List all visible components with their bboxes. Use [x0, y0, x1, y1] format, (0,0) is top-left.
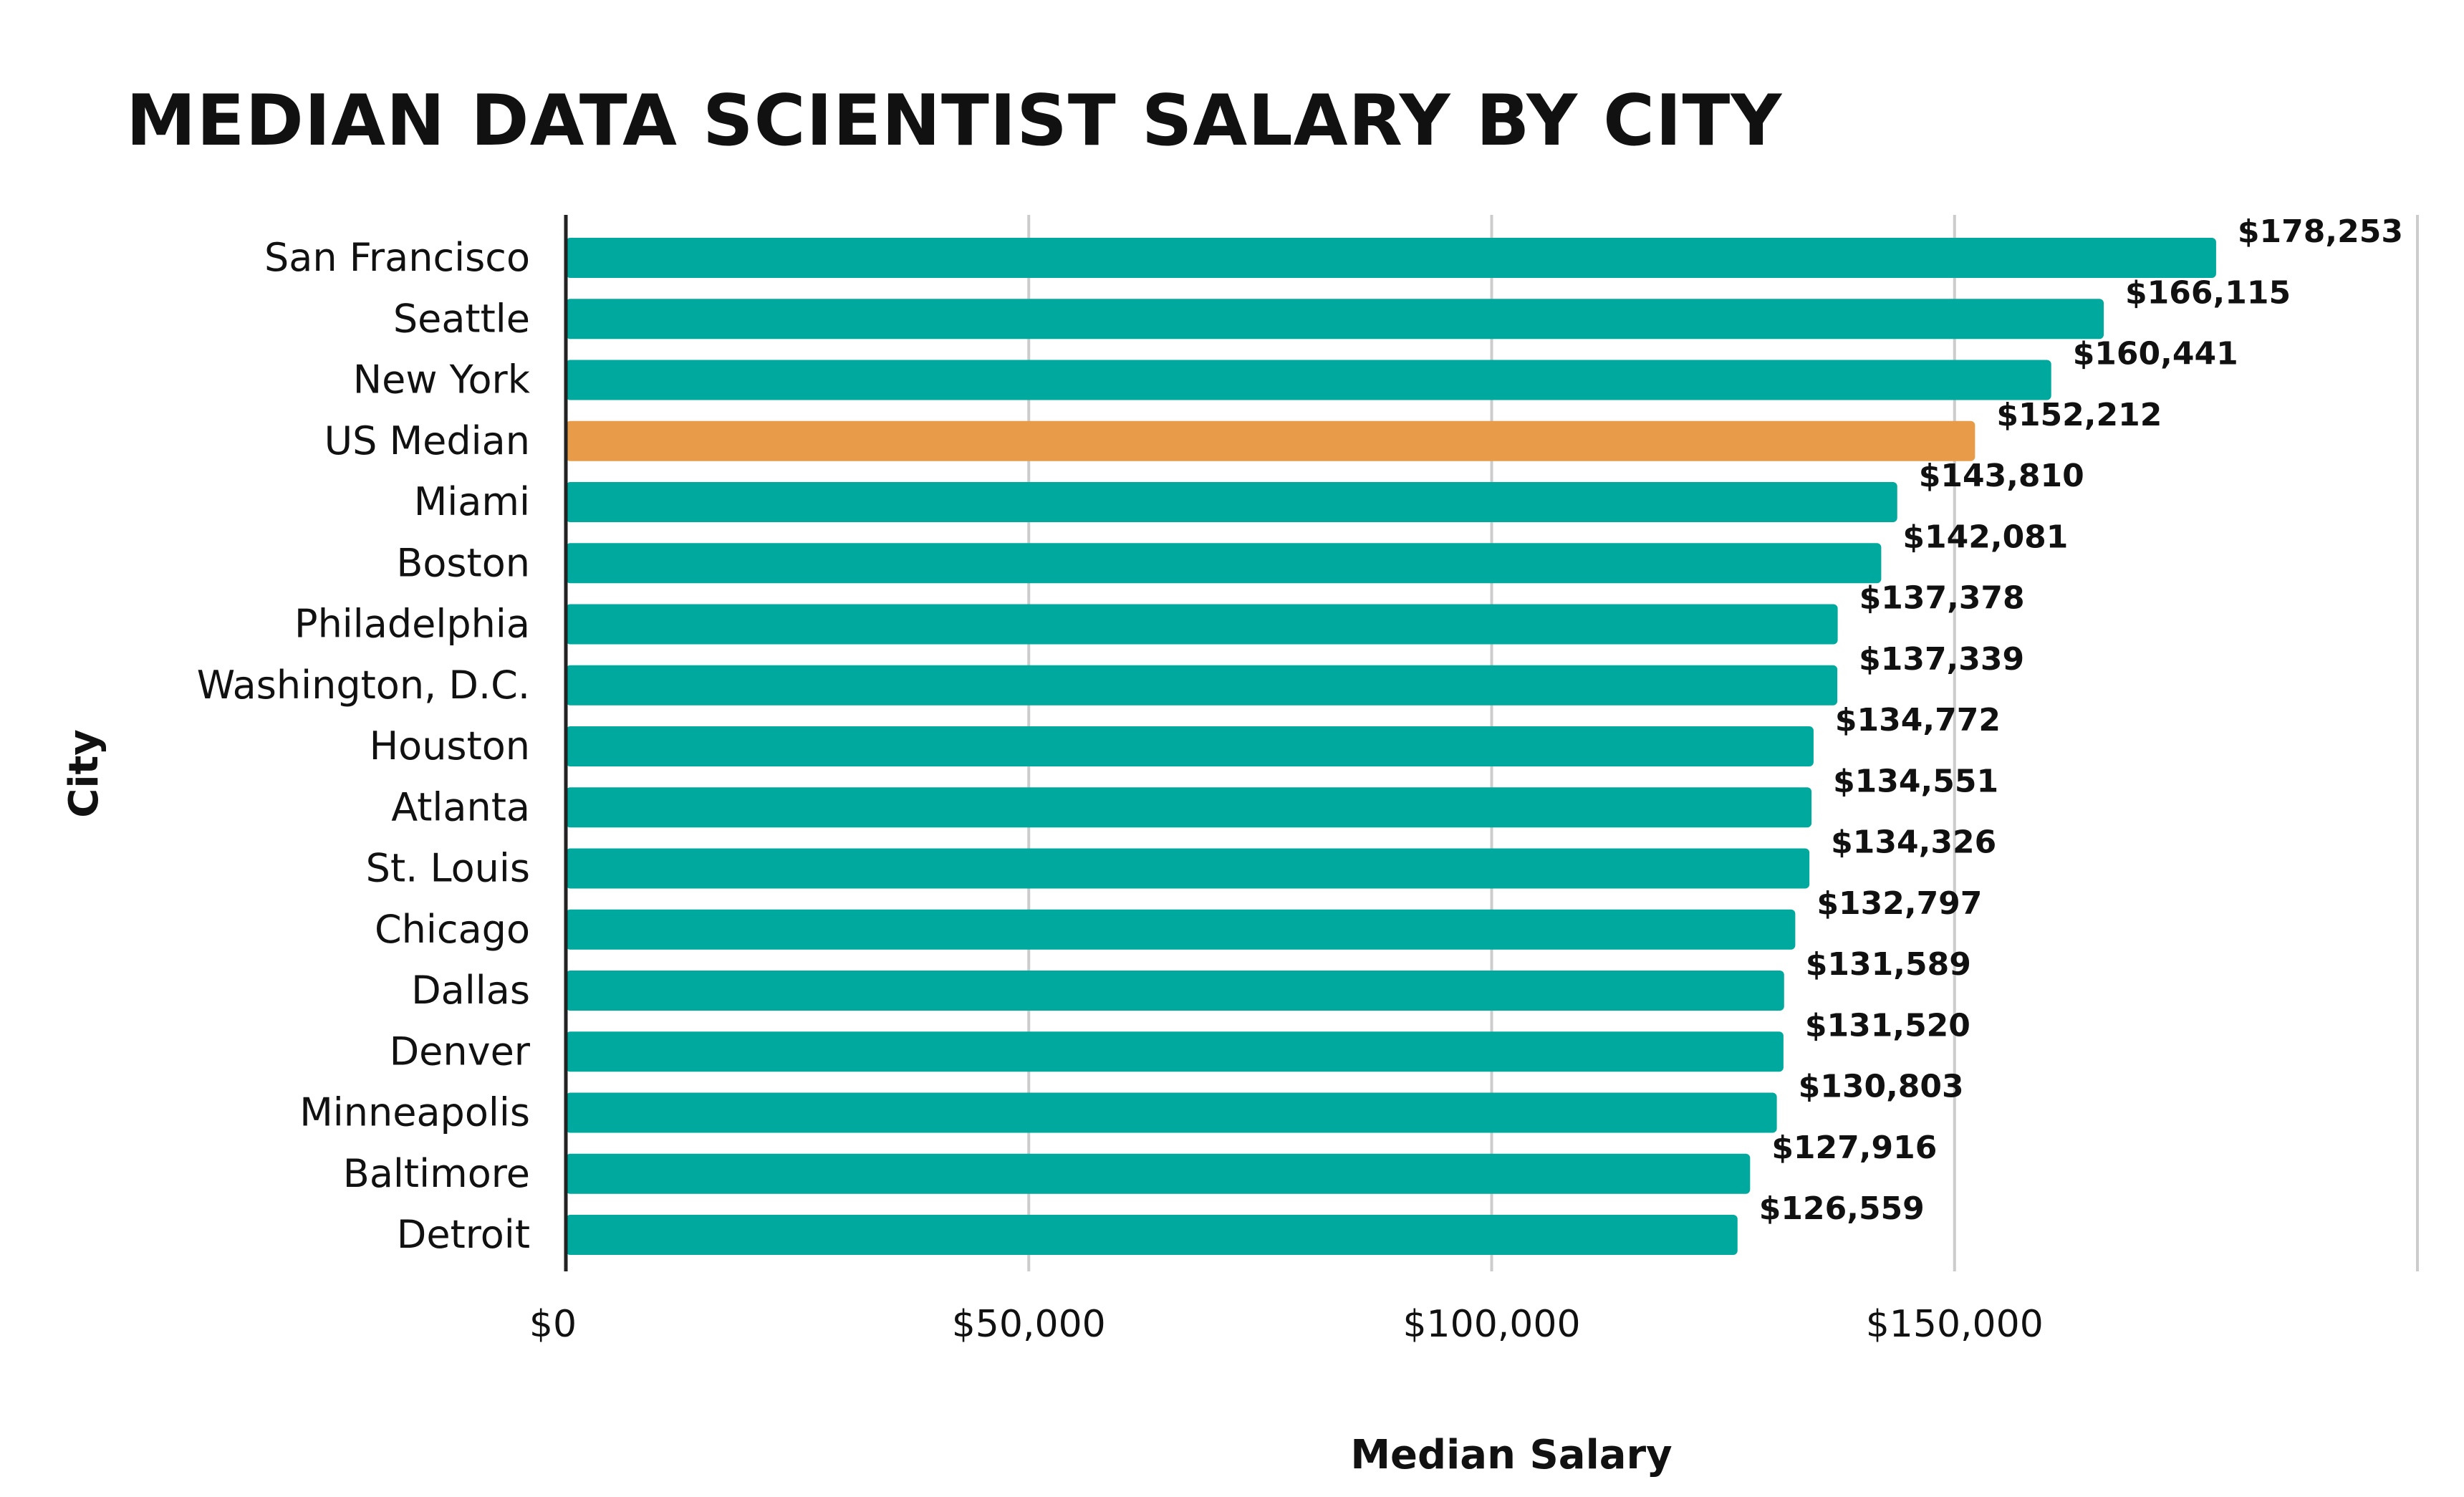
- value-label: $143,810: [1919, 458, 2084, 494]
- value-label: $137,339: [1859, 641, 2024, 678]
- bar: [566, 299, 2104, 340]
- bar: [566, 543, 1882, 584]
- value-label: $134,551: [1833, 763, 1998, 799]
- category-label: Atlanta: [391, 784, 530, 829]
- bar: [566, 482, 1897, 522]
- bar: [566, 971, 1784, 1011]
- category-label: Baltimore: [343, 1151, 530, 1196]
- category-label: St. Louis: [366, 846, 530, 891]
- category-label: Chicago: [375, 907, 530, 952]
- value-labels: $178,253 $166,115 $160,441 $152,212 $143,810…: [1759, 213, 2403, 1227]
- y-axis-title: City: [61, 729, 107, 818]
- category-label: Denver: [390, 1029, 531, 1074]
- value-label: $134,326: [1831, 824, 1996, 861]
- value-label: $142,081: [1902, 519, 2068, 555]
- value-label: $152,212: [1996, 397, 2162, 433]
- x-axis-title: Median Salary: [1350, 1432, 1672, 1478]
- bar: [566, 1092, 1777, 1133]
- value-label: $132,797: [1816, 885, 1982, 922]
- category-label: Minneapolis: [299, 1090, 530, 1135]
- category-label: US Median: [324, 418, 530, 463]
- bar: [566, 848, 1810, 889]
- value-label: $160,441: [2073, 336, 2238, 372]
- category-label: Philadelphia: [294, 602, 530, 647]
- category-label: Houston: [370, 723, 530, 769]
- bar: [566, 909, 1796, 950]
- bar: [566, 1215, 1738, 1255]
- bars: [566, 238, 2216, 1255]
- x-tick-label: $100,000: [1402, 1303, 1580, 1346]
- value-label: $131,589: [1806, 946, 1971, 983]
- category-label: Dallas: [411, 968, 530, 1013]
- x-tick-labels: $0 $50,000 $100,000 $150,000: [529, 1303, 2044, 1346]
- bar: [566, 238, 2216, 278]
- bar: [566, 604, 1838, 645]
- x-tick-label: $0: [529, 1303, 577, 1346]
- value-label: $178,253: [2238, 213, 2403, 250]
- bar: [566, 420, 1975, 461]
- bar: [566, 787, 1812, 828]
- value-label: $131,520: [1805, 1007, 1970, 1044]
- category-labels: San Francisco Seattle New York US Median Mia…: [197, 235, 531, 1257]
- value-label: $137,378: [1859, 580, 2025, 617]
- category-label: New York: [353, 357, 531, 403]
- bar: [566, 360, 2051, 400]
- bar: [566, 1153, 1751, 1194]
- chart-title: MEDIAN DATA SCIENTIST SALARY BY CITY: [126, 80, 1782, 162]
- bar: [566, 726, 1814, 766]
- x-tick-label: $50,000: [952, 1303, 1106, 1346]
- value-label: $166,115: [2125, 274, 2291, 311]
- category-label: Detroit: [397, 1212, 530, 1257]
- x-tick-label: $150,000: [1866, 1303, 2044, 1346]
- value-label: $134,772: [1835, 702, 2001, 738]
- value-label: $130,803: [1799, 1069, 1964, 1105]
- value-label: $127,916: [1771, 1130, 1937, 1166]
- category-label: Boston: [396, 540, 530, 585]
- category-label: San Francisco: [264, 235, 530, 280]
- bar: [566, 1031, 1784, 1072]
- category-label: Miami: [414, 479, 530, 524]
- category-label: Washington, D.C.: [197, 663, 530, 708]
- bar: [566, 665, 1838, 706]
- category-label: Seattle: [393, 296, 530, 341]
- value-label: $126,559: [1759, 1190, 1925, 1227]
